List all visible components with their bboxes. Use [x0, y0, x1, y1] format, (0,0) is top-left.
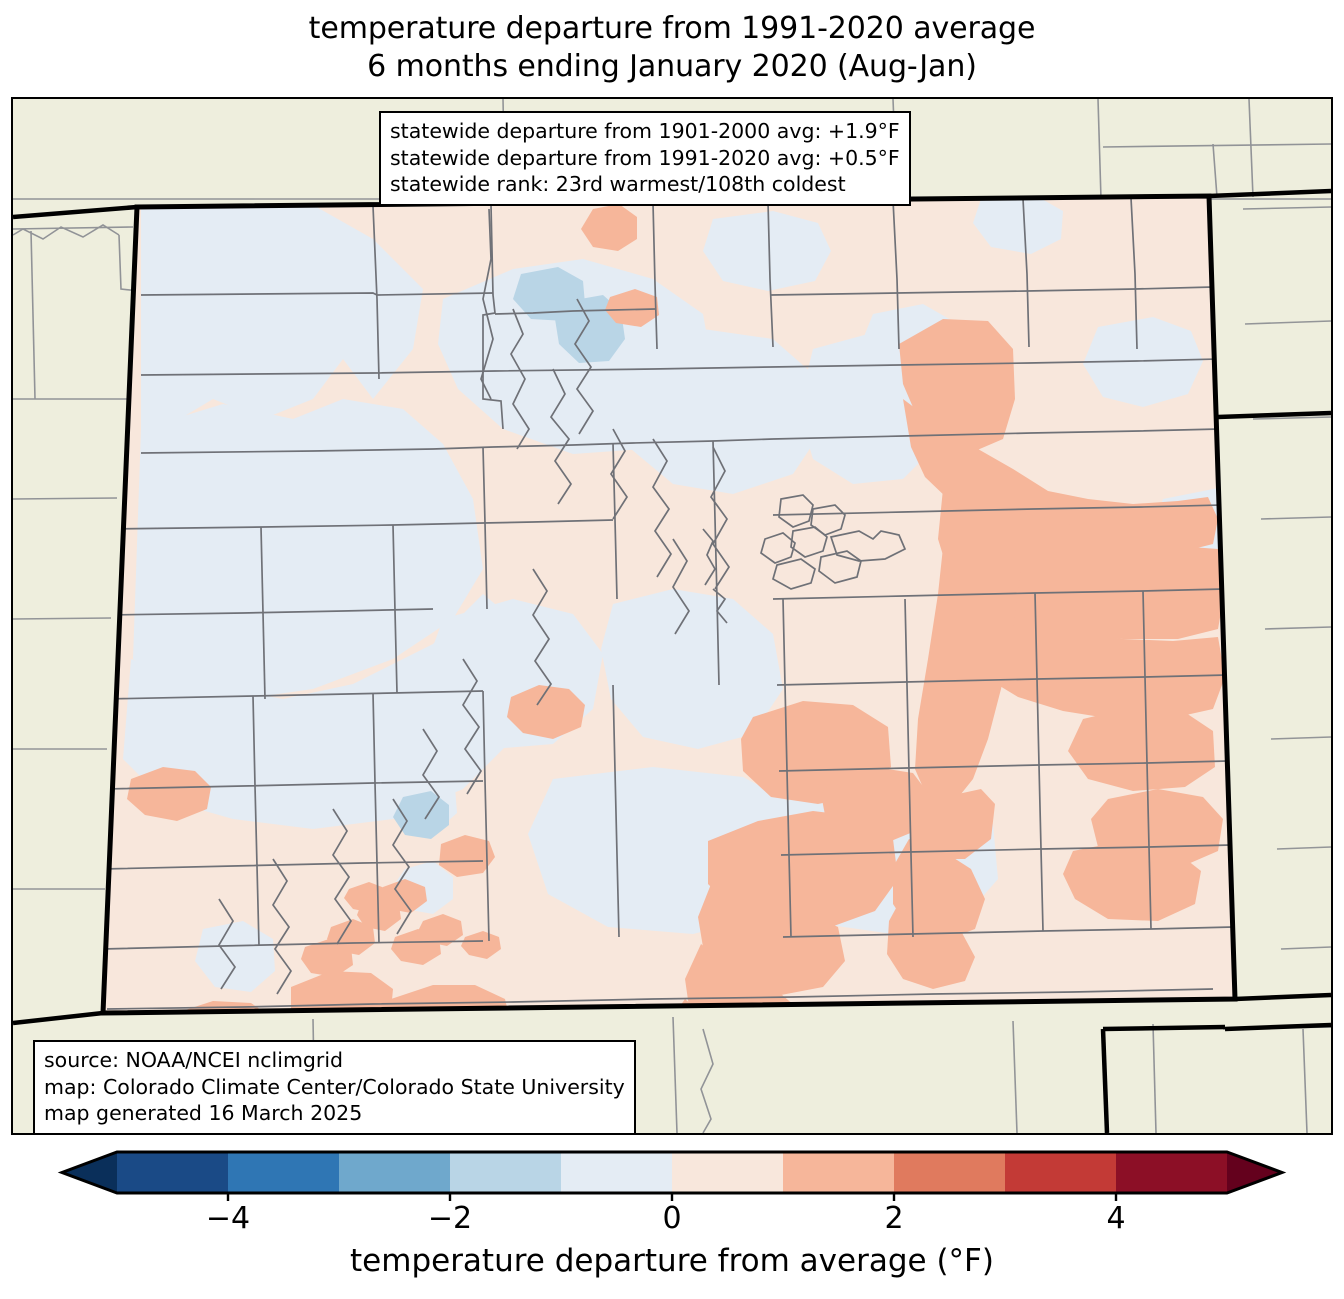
- stats-line-1: statewide departure from 1901-2000 avg: …: [390, 119, 900, 143]
- colorbar-under-arrow: [62, 1152, 117, 1193]
- colorbar-band-6: [783, 1152, 895, 1193]
- map-canvas: [13, 99, 1331, 1133]
- source-line-3: map generated 16 March 2025: [44, 1101, 363, 1125]
- colorbar-over-arrow: [1227, 1152, 1282, 1193]
- colorbar-band-0: [117, 1152, 229, 1193]
- neighbor-state-outlines: [13, 188, 1331, 1133]
- title-line-2: 6 months ending January 2020 (Aug-Jan): [367, 49, 977, 84]
- colorbar-band-9: [1116, 1152, 1228, 1193]
- colorbar-tick-label--4: −4: [205, 1201, 251, 1236]
- source-credit-box: source: NOAA/NCEI nclimgrid map: Colorad…: [33, 1040, 636, 1135]
- colorbar-tick-label-4: 4: [1106, 1201, 1126, 1236]
- source-line-2: map: Colorado Climate Center/Colorado St…: [44, 1074, 625, 1099]
- map-panel: [11, 97, 1333, 1135]
- colorbar-band-8: [1005, 1152, 1117, 1193]
- title-line-1: temperature departure from 1991-2020 ave…: [308, 11, 1036, 46]
- colorado-choropleth-svg: [13, 99, 1331, 1133]
- colorbar-band-2: [339, 1152, 451, 1193]
- colorbar-outline: [57, 1150, 1287, 1195]
- stats-line-2: statewide departure from 1991-2020 avg: …: [390, 145, 900, 170]
- colorbar-svg: [57, 1150, 1287, 1201]
- temperature-departure-field: [103, 196, 1235, 1013]
- colorbar-bands: [117, 1152, 1228, 1193]
- colorbar-band-5: [672, 1152, 784, 1193]
- colorbar-axis-label: temperature departure from average (°F): [350, 1243, 994, 1279]
- colorbar-band-1: [228, 1152, 340, 1193]
- colorbar-band-3: [450, 1152, 562, 1193]
- colorbar: −4 −2 0 2 4: [0, 1146, 1344, 1236]
- colorbar-band-4: [561, 1152, 673, 1193]
- colorbar-tick-label--2: −2: [427, 1201, 473, 1236]
- colorbar-tickmarks: [226, 1193, 1118, 1201]
- stats-line-3: statewide rank: 23rd warmest/108th colde…: [390, 172, 846, 196]
- colorado-county-lines: [103, 197, 1234, 1010]
- statewide-stats-box: statewide departure from 1901-2000 avg: …: [379, 111, 911, 206]
- colorbar-tick-label-2: 2: [884, 1201, 904, 1236]
- band-1-to-2: [127, 204, 1225, 1013]
- colorbar-band-7: [894, 1152, 1006, 1193]
- colorbar-tick-labels: −4 −2 0 2 4: [0, 1202, 1344, 1248]
- source-line-1: source: NOAA/NCEI nclimgrid: [44, 1048, 344, 1072]
- colorbar-tick-label-0: 0: [662, 1201, 682, 1236]
- figure-title: temperature departure from 1991-2020 ave…: [0, 10, 1344, 86]
